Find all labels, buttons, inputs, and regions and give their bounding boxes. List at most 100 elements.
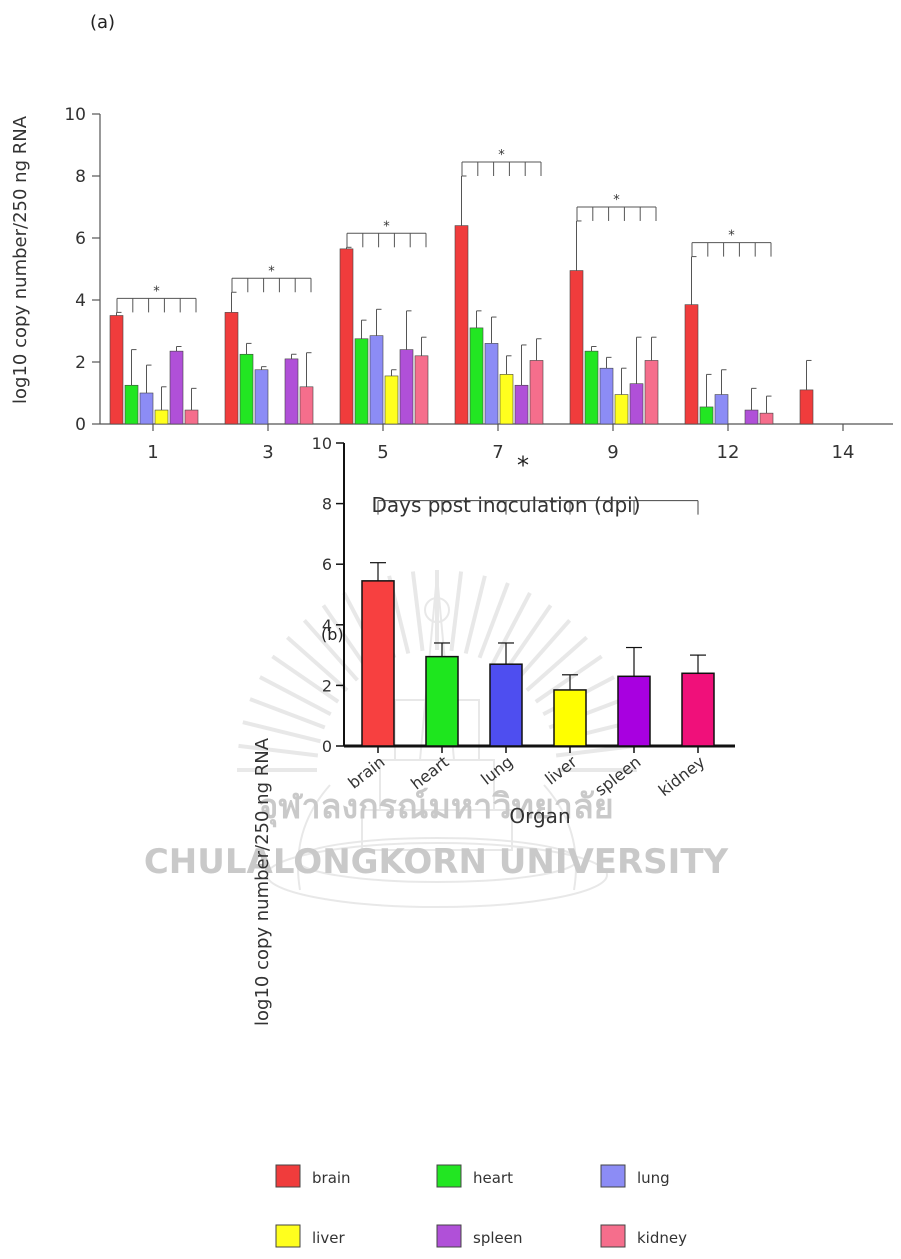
legend-label-brain: brain (312, 1169, 351, 1187)
chart-a-significance-marker: * (613, 193, 620, 208)
chart-b-y-tick-label: 8 (322, 495, 332, 514)
chart-a-bar-kidney (644, 360, 659, 425)
chart-a-bar-brain (339, 248, 354, 425)
chart-a-x-tick-label: 5 (377, 442, 388, 463)
chart-a-bar-liver (614, 394, 629, 425)
seal-ray (525, 635, 589, 692)
legend-label-lung: lung (637, 1169, 670, 1187)
chart-b-y-tick-label: 10 (312, 434, 332, 453)
seal-ray (490, 591, 532, 665)
panel-a-label: (a) (90, 12, 115, 33)
chart-a-significance-marker: * (153, 284, 160, 299)
seal-ray (477, 582, 510, 659)
legend-label-heart: heart (473, 1169, 513, 1187)
chart-a-x-tick-label: 3 (262, 442, 273, 463)
seal-ray (503, 604, 553, 673)
chart-a-y-tick-label: 2 (75, 353, 86, 373)
chart-b-bar-liver (553, 689, 587, 747)
chart-a-bar-brain (684, 304, 699, 425)
chart-a-significance-marker: * (498, 148, 505, 163)
chart-a-bar-brain (799, 389, 814, 425)
panel-b-label: (b) (321, 625, 344, 644)
chart-a-bar-kidney (184, 409, 199, 425)
chart-b-x-tick-label: kidney (655, 752, 709, 800)
chart-b-bar-lung (489, 663, 523, 747)
chart-a-bar-liver (384, 375, 399, 425)
chart-b-bar-kidney (681, 672, 715, 747)
chart-a-bar-lung (139, 392, 154, 425)
chart-a-y-tick-label: 0 (75, 415, 86, 435)
chart-a-bar-spleen (744, 409, 759, 425)
seal-ray (410, 571, 425, 652)
chart-a-y-tick-label: 4 (75, 291, 86, 311)
chart-a-y-axis-label: log10 copy number/250 ng RNA (10, 115, 31, 404)
chart-a-bar-spleen (284, 358, 299, 425)
seal-ray (285, 635, 349, 692)
seal-ray (463, 575, 487, 654)
chart-a-bar-spleen (399, 349, 414, 425)
chart-b-significance-marker: * (517, 451, 529, 479)
seal-ray (534, 654, 603, 704)
chart-a-x-tick-label: 12 (717, 442, 740, 463)
chart-a-significance-marker: * (728, 229, 735, 244)
seal-ray (271, 654, 340, 704)
chart-a-y-tick-label: 8 (75, 167, 86, 187)
legend-label-liver: liver (312, 1229, 345, 1247)
chart-a-bar-brain (454, 225, 469, 425)
chart-a-y-tick-label: 6 (75, 229, 86, 249)
chart-a-bar-kidney (529, 360, 544, 425)
chart-a-x-tick-label: 7 (492, 442, 503, 463)
chart-a-bar-heart (239, 353, 254, 425)
chart-a-bar-liver (154, 409, 169, 425)
chart-a-bar-kidney (414, 355, 429, 425)
chart-a-x-tick-label: 14 (832, 442, 855, 463)
chart-b-bar-heart (425, 655, 459, 747)
chart-a-x-tick-label: 1 (147, 442, 158, 463)
chart-a-bar-lung (714, 394, 729, 425)
chart-a-bar-kidney (759, 412, 774, 425)
chart-a-significance-marker: * (268, 264, 275, 279)
chart-b: log10 copy number/250 ng RNA Organ 0 2 4 6 8… (252, 434, 735, 1026)
seal-ray (249, 697, 326, 730)
chart-a-bar-brain (224, 312, 239, 425)
chart-a-bar-brain (109, 315, 124, 425)
chart-b-x-axis-label: Organ (509, 804, 570, 828)
seal-ray (242, 720, 321, 744)
watermark-english-text: CHULALONGKORN UNIVERSITY (144, 842, 729, 882)
legend-swatch-liver (275, 1224, 301, 1248)
chart-a-bar-heart (124, 384, 139, 425)
chart-a-bar-spleen (169, 350, 184, 425)
chart-a-bar-heart (699, 406, 714, 425)
chart-a-bar-lung (254, 369, 269, 425)
chart-a-bar-liver (499, 374, 514, 425)
chart-b-bar-brain (361, 580, 395, 747)
legend-label-spleen: spleen (473, 1229, 522, 1247)
chart-b-y-tick-label: 4 (322, 616, 332, 635)
chart-a-bar-spleen (629, 383, 644, 425)
chart-a-bar-spleen (514, 384, 529, 425)
chart-b-y-tick-label: 6 (322, 555, 332, 574)
seal-ray (258, 675, 332, 717)
legend-swatch-lung (600, 1164, 626, 1188)
chart-a-bar-lung (369, 335, 384, 425)
legend-swatch-heart (436, 1164, 462, 1188)
chart-a-bar-heart (584, 350, 599, 425)
seal-ray (302, 618, 359, 682)
legend-swatch-brain (275, 1164, 301, 1188)
chart-a-bar-brain (569, 270, 584, 425)
chart-b-x-tick-label: liver (541, 752, 580, 789)
chart-b-y-tick-label: 2 (322, 676, 332, 695)
legend-swatch-spleen (436, 1224, 462, 1248)
chart-b-x-tick-label: lung (477, 752, 516, 788)
seal-ray (515, 618, 572, 682)
chart-a-significance-marker: * (383, 219, 390, 234)
watermark-thai-text: จุฬาลงกรณ์มหาวิทยาลัย (258, 787, 613, 828)
university-seal-watermark (237, 570, 637, 908)
chart-b-bar-spleen (617, 675, 651, 747)
chart-a-bar-heart (354, 338, 369, 425)
chart-a: log10 copy number/250 ng RNA Days post i… (10, 105, 893, 517)
chart-a-x-tick-label: 9 (607, 442, 618, 463)
seal-ray (449, 571, 464, 652)
